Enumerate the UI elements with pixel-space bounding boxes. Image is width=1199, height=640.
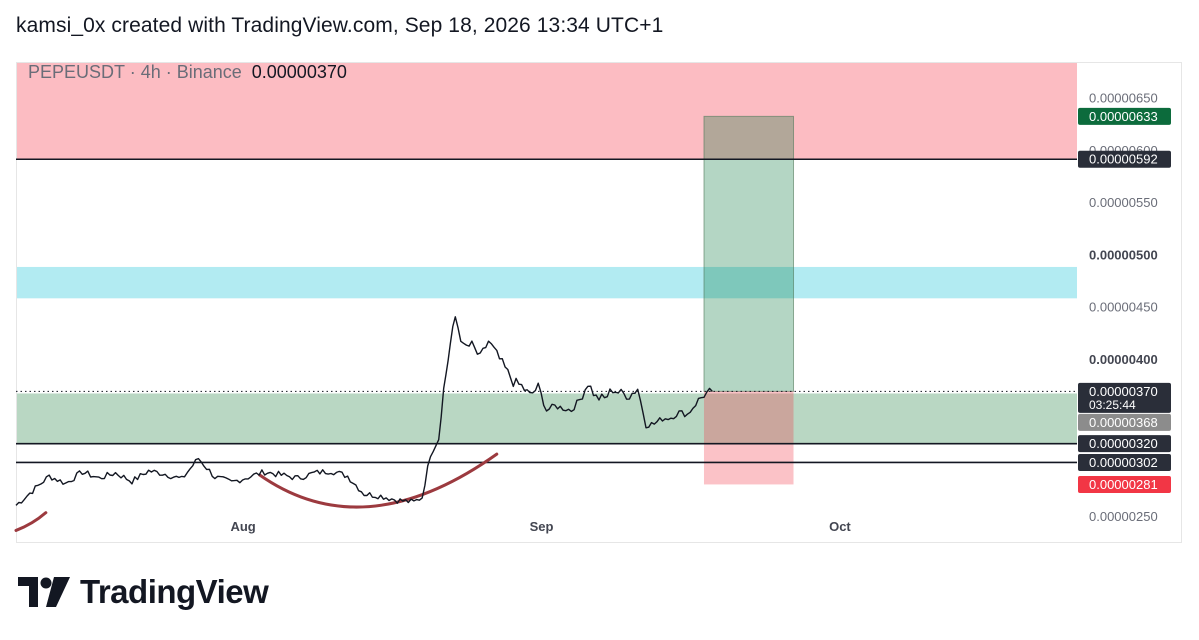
price-tags-layer: 0.000006330.000005920.0000037003:25:440.… bbox=[1078, 107, 1171, 493]
y-tick-label: 0.00000250 bbox=[1089, 509, 1158, 524]
price-series-layer bbox=[15, 316, 713, 506]
zone-resistance bbox=[17, 266, 1077, 299]
chart-frame[interactable] bbox=[16, 62, 1182, 543]
price-tag: 0.00000302 bbox=[1078, 453, 1171, 471]
zone-support bbox=[17, 393, 1077, 444]
position-target-box bbox=[703, 115, 795, 392]
price-series-line bbox=[15, 316, 713, 506]
price-chart[interactable]: 0.000006500.000006000.000005500.00000500… bbox=[0, 0, 1199, 560]
last-price-value: 0.00000370 bbox=[251, 62, 347, 82]
rounding-bottom-curve bbox=[258, 452, 499, 509]
rounding-curve-layer bbox=[14, 452, 499, 532]
horizontal-lines-layer bbox=[16, 158, 1077, 464]
tradingview-logo[interactable]: TradingView bbox=[18, 573, 269, 610]
price-tag: 0.00000592 bbox=[1078, 150, 1171, 168]
tradingview-logo-icon bbox=[18, 577, 70, 607]
price-tag-box bbox=[1078, 435, 1171, 453]
time-axis: Aug Sep Oct bbox=[230, 519, 851, 534]
tradingview-brand-text: TradingView bbox=[80, 573, 269, 610]
price-tag-box bbox=[1078, 107, 1171, 125]
symbol-legend[interactable]: PEPEUSDT · 4h · Binance 0.00000370 bbox=[28, 62, 347, 83]
x-tick-label: Sep bbox=[530, 519, 554, 534]
price-tag-label: 0.00000368 bbox=[1089, 415, 1158, 430]
price-axis: 0.000006500.000006000.000005500.00000500… bbox=[1089, 91, 1158, 524]
price-tag-label: 0.00000302 bbox=[1089, 455, 1158, 470]
y-tick-label: 0.00000450 bbox=[1089, 300, 1158, 315]
symbol-name: PEPEUSDT · 4h · Binance bbox=[28, 62, 242, 82]
price-tag-label: 0.00000370 bbox=[1089, 384, 1158, 399]
x-tick-label: Oct bbox=[829, 519, 851, 534]
y-tick-label: 0.00000550 bbox=[1089, 195, 1158, 210]
price-tag-label: 0.00000633 bbox=[1089, 109, 1158, 124]
price-tag: 0.00000320 bbox=[1078, 435, 1171, 453]
price-tag-box bbox=[1078, 150, 1171, 168]
price-tag-label: 0.00000320 bbox=[1089, 436, 1158, 451]
price-tag-countdown: 03:25:44 bbox=[1089, 398, 1136, 412]
price-tag: 0.00000633 bbox=[1078, 107, 1171, 125]
price-tag-box bbox=[1078, 453, 1171, 471]
position-stop-box bbox=[703, 391, 794, 485]
price-tag-box bbox=[1078, 413, 1171, 431]
price-tag-box bbox=[1078, 475, 1171, 493]
left-curve-fragment bbox=[14, 511, 48, 532]
zone-supply bbox=[17, 63, 1077, 160]
price-tag-label: 0.00000281 bbox=[1089, 477, 1158, 492]
y-tick-label: 0.00000400 bbox=[1089, 352, 1158, 367]
chart-header-caption: kamsi_0x created with TradingView.com, S… bbox=[16, 14, 664, 37]
price-tag-box bbox=[1078, 382, 1171, 413]
price-tag: 0.00000368 bbox=[1078, 413, 1171, 431]
position-tool bbox=[703, 115, 795, 485]
price-tag: 0.00000281 bbox=[1078, 475, 1171, 493]
zones-layer bbox=[17, 63, 1077, 444]
y-tick-label: 0.00000650 bbox=[1089, 91, 1158, 106]
y-tick-label: 0.00000500 bbox=[1089, 247, 1158, 262]
price-tag-label: 0.00000592 bbox=[1089, 152, 1158, 167]
x-tick-label: Aug bbox=[230, 519, 255, 534]
